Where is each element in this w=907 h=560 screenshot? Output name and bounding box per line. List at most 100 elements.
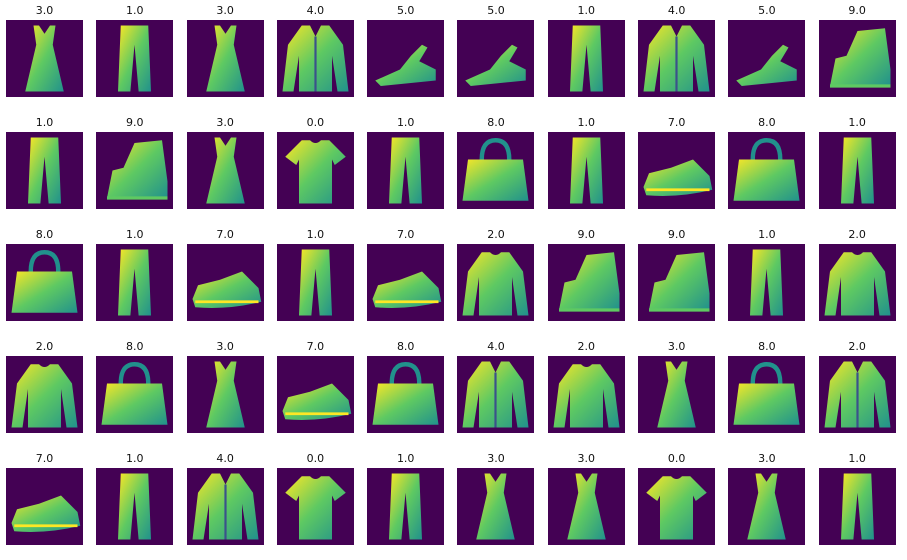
trouser-icon xyxy=(367,132,445,209)
pullover-icon xyxy=(818,244,896,321)
trouser-icon xyxy=(818,468,896,545)
thumbnail-cell: 2.0 xyxy=(6,336,83,448)
thumbnail-cell: 1.0 xyxy=(547,112,625,224)
class-label: 3.0 xyxy=(35,4,54,17)
class-label: 1.0 xyxy=(35,116,54,129)
sandal-icon xyxy=(728,20,806,97)
class-label: 9.0 xyxy=(577,228,596,241)
thumbnail-cell: 9.0 xyxy=(818,0,896,112)
class-label: 2.0 xyxy=(577,340,596,353)
thumbnail-cell: 1.0 xyxy=(367,112,445,224)
thumbnail-cell: 3.0 xyxy=(547,448,625,560)
sneaker-icon xyxy=(638,132,716,209)
thumbnail-cell: 8.0 xyxy=(457,112,535,224)
thumbnail-cell: 2.0 xyxy=(818,224,896,336)
thumbnail-cell: 3.0 xyxy=(186,0,264,112)
class-label: 1.0 xyxy=(848,116,866,129)
bag-icon xyxy=(367,356,445,433)
class-label: 2.0 xyxy=(35,340,54,353)
class-label: 3.0 xyxy=(216,340,234,353)
thumbnail-cell: 3.0 xyxy=(6,0,83,112)
dress-icon xyxy=(186,20,264,97)
trouser-icon xyxy=(96,468,174,545)
class-label: 4.0 xyxy=(216,452,234,465)
thumbnail-cell: 2.0 xyxy=(818,336,896,448)
thumbnail-cell: 1.0 xyxy=(818,448,896,560)
dress-icon xyxy=(728,468,806,545)
coat-icon xyxy=(457,356,535,433)
trouser-icon xyxy=(96,20,174,97)
thumbnail-cell: 3.0 xyxy=(638,336,716,448)
tshirt-icon xyxy=(276,468,354,545)
thumbnail-cell: 8.0 xyxy=(96,336,174,448)
thumbnail-cell: 1.0 xyxy=(728,224,806,336)
thumbnail-cell: 0.0 xyxy=(276,112,354,224)
dress-icon xyxy=(186,132,264,209)
ankle-boot-icon xyxy=(96,132,174,209)
pullover-icon xyxy=(457,244,535,321)
thumbnail-cell: 4.0 xyxy=(186,448,264,560)
coat-icon xyxy=(818,356,896,433)
thumbnail-cell: 3.0 xyxy=(728,448,806,560)
bag-icon xyxy=(728,356,806,433)
thumbnail-cell: 8.0 xyxy=(728,112,806,224)
trouser-icon xyxy=(547,20,625,97)
thumbnail-cell: 8.0 xyxy=(6,224,83,336)
class-label: 4.0 xyxy=(667,4,686,17)
class-label: 1.0 xyxy=(126,452,144,465)
class-label: 0.0 xyxy=(306,452,325,465)
thumbnail-cell: 8.0 xyxy=(367,336,445,448)
class-label: 1.0 xyxy=(758,228,776,241)
pullover-icon xyxy=(547,356,625,433)
dress-icon xyxy=(638,356,716,433)
dress-icon xyxy=(6,20,83,97)
thumbnail-cell: 1.0 xyxy=(818,112,896,224)
coat-icon xyxy=(638,20,716,97)
thumbnail-cell: 1.0 xyxy=(96,448,174,560)
thumbnail-cell: 7.0 xyxy=(186,224,264,336)
bag-icon xyxy=(6,244,83,321)
class-label: 2.0 xyxy=(487,228,505,241)
sneaker-icon xyxy=(186,244,264,321)
thumbnail-cell: 1.0 xyxy=(367,448,445,560)
dress-icon xyxy=(547,468,625,545)
trouser-icon xyxy=(96,244,174,321)
image-grid: 3.0 1.0 3.0 4.0 5.0 5.0 1.0 4.0 5.0 9.0 1.0 9.0 3.0 0… xyxy=(6,0,906,553)
thumbnail-cell: 7.0 xyxy=(6,448,83,560)
class-label: 0.0 xyxy=(667,452,686,465)
thumbnail-cell: 5.0 xyxy=(457,0,535,112)
class-label: 1.0 xyxy=(577,4,596,17)
thumbnail-cell: 2.0 xyxy=(547,336,625,448)
class-label: 9.0 xyxy=(848,4,866,17)
class-label: 4.0 xyxy=(306,4,325,17)
class-label: 0.0 xyxy=(306,116,325,129)
thumbnail-cell: 1.0 xyxy=(276,224,354,336)
thumbnail-cell: 8.0 xyxy=(728,336,806,448)
thumbnail-cell: 2.0 xyxy=(457,224,535,336)
thumbnail-cell: 5.0 xyxy=(367,0,445,112)
thumbnail-cell: 7.0 xyxy=(638,112,716,224)
thumbnail-cell: 3.0 xyxy=(186,336,264,448)
thumbnail-cell: 0.0 xyxy=(638,448,716,560)
class-label: 3.0 xyxy=(667,340,686,353)
bag-icon xyxy=(728,132,806,209)
trouser-icon xyxy=(547,132,625,209)
thumbnail-cell: 7.0 xyxy=(276,336,354,448)
class-label: 1.0 xyxy=(396,452,415,465)
class-label: 8.0 xyxy=(396,340,415,353)
class-label: 1.0 xyxy=(577,116,596,129)
sneaker-icon xyxy=(367,244,445,321)
class-label: 9.0 xyxy=(667,228,686,241)
thumbnail-cell: 4.0 xyxy=(276,0,354,112)
thumbnail-cell: 4.0 xyxy=(638,0,716,112)
bag-icon xyxy=(96,356,174,433)
class-label: 7.0 xyxy=(306,340,325,353)
class-label: 3.0 xyxy=(216,4,234,17)
class-label: 5.0 xyxy=(487,4,505,17)
class-label: 5.0 xyxy=(758,4,776,17)
class-label: 8.0 xyxy=(126,340,144,353)
trouser-icon xyxy=(6,132,83,209)
tshirt-icon xyxy=(276,132,354,209)
thumbnail-cell: 9.0 xyxy=(96,112,174,224)
class-label: 5.0 xyxy=(396,4,415,17)
